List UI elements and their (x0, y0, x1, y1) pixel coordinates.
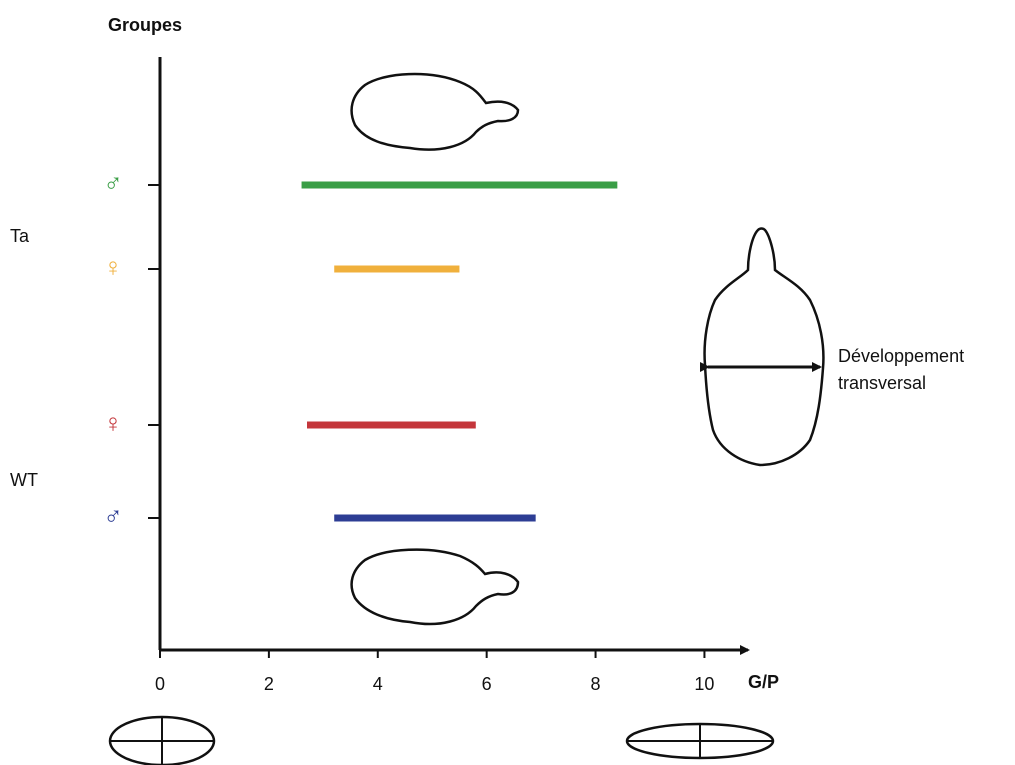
category-label: ♂ (103, 168, 123, 198)
skull-right (703, 227, 825, 467)
annotation: Développement (838, 346, 964, 366)
x-axis-label: G/P (748, 672, 779, 692)
group-label: Ta (10, 226, 30, 246)
category-label: ♂ (103, 501, 123, 531)
skull-bottom (350, 548, 520, 626)
x-tick-label: 6 (482, 674, 492, 694)
skull-top (350, 72, 520, 151)
annotation: transversal (838, 373, 926, 393)
group-label: WT (10, 470, 38, 490)
x-tick-label: 2 (264, 674, 274, 694)
y-axis-label: Groupes (108, 15, 182, 35)
x-tick-label: 4 (373, 674, 383, 694)
x-tick-label: 8 (591, 674, 601, 694)
category-label: ♀ (103, 252, 123, 282)
category-label: ♀ (103, 408, 123, 438)
x-tick-label: 10 (694, 674, 714, 694)
x-tick-label: 0 (155, 674, 165, 694)
